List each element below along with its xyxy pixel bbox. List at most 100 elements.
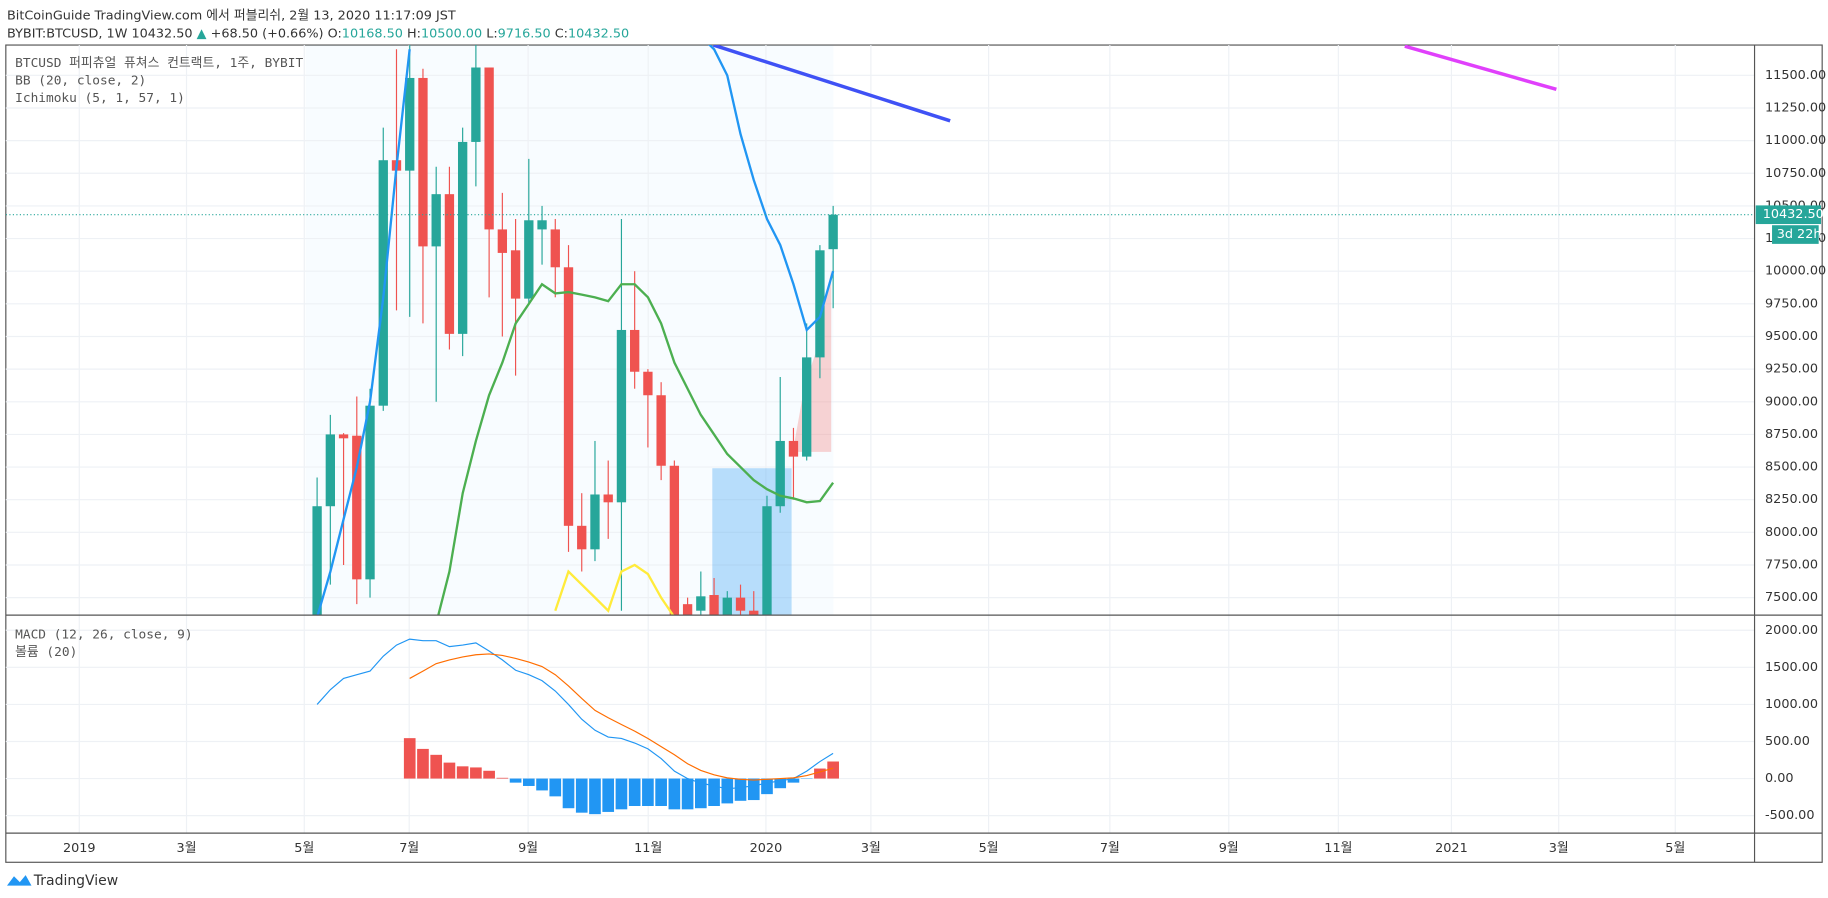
candle-body bbox=[656, 395, 666, 466]
y-tick-label: 7750.00 bbox=[1765, 557, 1818, 572]
histogram-bar bbox=[456, 766, 469, 779]
histogram-bar bbox=[774, 778, 787, 789]
candle-body bbox=[762, 506, 772, 616]
candle-body bbox=[616, 329, 627, 503]
histogram-bar bbox=[430, 754, 443, 779]
y-tick-label: 8500.00 bbox=[1765, 460, 1818, 475]
h-value: 10500.00 bbox=[421, 26, 482, 41]
histogram-bar bbox=[814, 768, 826, 779]
histogram-bar bbox=[443, 762, 456, 779]
histogram-bar bbox=[708, 778, 720, 806]
candle-body bbox=[418, 77, 428, 247]
candle-body bbox=[590, 494, 600, 550]
x-tick-label: 5월 bbox=[979, 841, 999, 856]
x-tick-label: 11월 bbox=[634, 841, 662, 856]
footer[interactable]: TradingView bbox=[33, 873, 118, 889]
y-tick-label: 8750.00 bbox=[1765, 427, 1818, 442]
candle-body bbox=[524, 220, 534, 299]
histogram-bar bbox=[827, 761, 839, 779]
o-label: O: bbox=[328, 26, 342, 41]
candle-body bbox=[630, 329, 640, 372]
candle-body bbox=[788, 440, 799, 457]
indicator-line bbox=[316, 45, 835, 616]
histogram-bar bbox=[734, 778, 747, 801]
x-tick-label: 2019 bbox=[63, 841, 96, 856]
o-value: 10168.50 bbox=[342, 26, 403, 41]
histogram-bar bbox=[549, 778, 562, 797]
x-tick-label: 3월 bbox=[177, 841, 197, 856]
x-tick-label: 3월 bbox=[1549, 841, 1569, 856]
x-tick-label: 3월 bbox=[861, 841, 881, 856]
last-price-label: 10432.50 bbox=[1763, 207, 1824, 222]
y-tick-label: 9000.00 bbox=[1765, 394, 1818, 409]
h-label: H: bbox=[407, 26, 421, 41]
candle-body bbox=[749, 610, 759, 616]
candle-body bbox=[828, 214, 838, 250]
candle-body bbox=[550, 229, 560, 268]
indicator-line bbox=[554, 563, 675, 616]
trendline[interactable] bbox=[1404, 45, 1557, 92]
candle-body bbox=[338, 434, 349, 439]
y-tick-label: 11000.00 bbox=[1765, 133, 1826, 148]
histogram-bar bbox=[509, 778, 522, 783]
indicator-line bbox=[316, 638, 834, 790]
candle-body bbox=[431, 194, 441, 247]
y-tick-label: 1000.00 bbox=[1765, 697, 1818, 712]
axes: 2019 3월 5월 7월 9월 11월 2020 3월 5월 7월 9월 11월 2021 3월 5월 75… bbox=[63, 68, 1826, 856]
publisher: BitCoinGuide TradingView.com 에서 퍼블리쉬, 2월… bbox=[7, 8, 456, 23]
candle-body bbox=[603, 494, 613, 503]
c-label: C: bbox=[555, 26, 568, 41]
histogram-bar bbox=[642, 778, 654, 806]
candle-body bbox=[510, 250, 521, 299]
histogram-bar bbox=[589, 778, 601, 815]
y-tick-label: 10750.00 bbox=[1765, 166, 1826, 181]
legend-volume: 볼륨 (20) bbox=[15, 645, 77, 660]
x-tick-label: 5월 bbox=[294, 841, 314, 856]
candle-body bbox=[378, 160, 388, 406]
x-tick-label: 2021 bbox=[1435, 841, 1468, 856]
histogram-bar bbox=[575, 778, 588, 813]
grid bbox=[5, 45, 1755, 834]
histogram-bar bbox=[417, 748, 429, 779]
y-tick-label: 500.00 bbox=[1765, 734, 1810, 749]
histogram-bar bbox=[470, 767, 482, 779]
l-label: L: bbox=[486, 26, 497, 41]
price: 10432.50 bbox=[131, 26, 192, 41]
ohlc-header: BYBIT:BTCUSD, 1W 10432.50 ▲ +68.50 (+0.6… bbox=[7, 26, 629, 41]
legend-ichimoku: Ichimoku (5, 1, 57, 1) bbox=[15, 91, 185, 106]
candle-body bbox=[365, 405, 375, 580]
candle-body bbox=[352, 435, 362, 580]
candle-body bbox=[775, 440, 785, 507]
x-tick-label: 9월 bbox=[518, 841, 538, 856]
histogram-bar bbox=[695, 778, 707, 809]
histogram-bar bbox=[602, 778, 615, 812]
histogram-bar bbox=[615, 778, 628, 810]
y-tick-label: 11250.00 bbox=[1765, 100, 1826, 115]
candle-body bbox=[669, 465, 680, 616]
candle-body bbox=[735, 597, 746, 611]
y-tick-label: 9750.00 bbox=[1765, 296, 1818, 311]
candle-body bbox=[444, 194, 455, 334]
countdown: 3d 22h bbox=[1777, 227, 1822, 242]
x-tick-label: 7월 bbox=[399, 841, 419, 856]
y-tick-label: -500.00 bbox=[1765, 808, 1814, 823]
macd-pane bbox=[316, 638, 839, 815]
x-tick-label: 2020 bbox=[750, 841, 783, 856]
change: +68.50 (+0.66%) bbox=[211, 26, 324, 41]
y-tick-label: 11500.00 bbox=[1765, 68, 1826, 83]
candle-body bbox=[802, 357, 812, 457]
y-tick-label: 1500.00 bbox=[1765, 660, 1818, 675]
trendline[interactable] bbox=[712, 45, 951, 123]
last-price-box bbox=[1755, 205, 1822, 225]
histogram-bar bbox=[536, 778, 548, 791]
legend-main: BTCUSD 퍼피츄얼 퓨쳐스 컨트랙트, 1주, BYBIT bbox=[15, 56, 303, 71]
histogram-bar bbox=[522, 778, 535, 786]
histogram-bar bbox=[628, 778, 641, 806]
logo[interactable] bbox=[6, 875, 32, 886]
l-value: 9716.50 bbox=[498, 26, 551, 41]
histogram-bar bbox=[787, 778, 800, 783]
c-value: 10432.50 bbox=[568, 26, 629, 41]
frame bbox=[5, 44, 1823, 863]
price-pane bbox=[5, 45, 1755, 616]
